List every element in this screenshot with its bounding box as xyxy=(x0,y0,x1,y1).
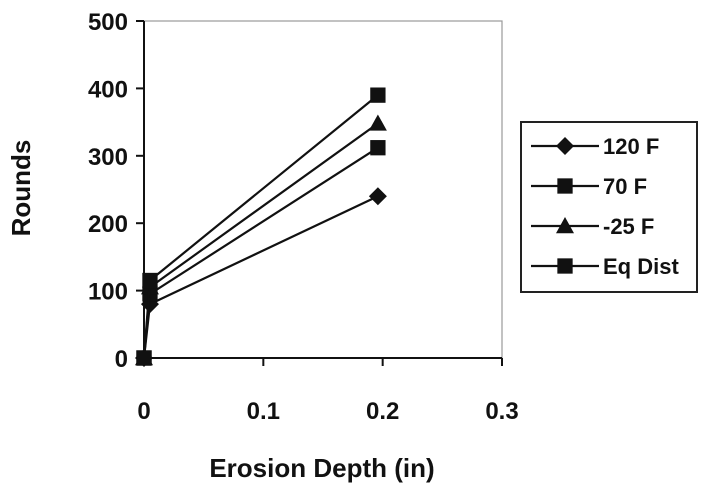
x-axis-label: Erosion Depth (in) xyxy=(209,453,434,483)
y-tick-label: 500 xyxy=(88,9,128,36)
series-line xyxy=(142,122,379,359)
y-tick-label: 200 xyxy=(88,211,128,238)
series-line xyxy=(142,195,379,359)
plot-area-border xyxy=(143,20,503,359)
data-point xyxy=(136,350,152,366)
data-point xyxy=(370,87,386,103)
y-tick-label: 400 xyxy=(88,76,128,103)
legend-item-3: -25 F xyxy=(531,214,654,239)
data-point xyxy=(142,272,158,289)
legend-item-2: 70 F xyxy=(531,174,647,199)
legend-box xyxy=(520,121,698,293)
legend-label: -25 F xyxy=(603,214,654,239)
y-tick-label: 0 xyxy=(115,346,128,373)
series-3 xyxy=(135,114,387,366)
legend-item-4: Eq Dist xyxy=(531,254,679,279)
legend-label: Eq Dist xyxy=(603,254,679,279)
axes: 0 100 200 300 400 500 0 0.1 0.2 0.3 xyxy=(88,9,519,425)
series-1 xyxy=(135,187,387,367)
series-line xyxy=(142,94,379,359)
legend-label: 70 F xyxy=(603,174,647,199)
y-tick-label: 300 xyxy=(88,144,128,171)
legend-item-1: 120 F xyxy=(531,134,659,159)
legend-marker xyxy=(557,258,573,274)
x-tick-label: 0.2 xyxy=(366,398,399,425)
legend: 120 F 70 F -25 F Eq Dist xyxy=(520,121,698,293)
y-tick-label: 100 xyxy=(88,279,128,306)
y-axis-label: Rounds xyxy=(6,140,36,237)
x-tick-label: 0 xyxy=(137,398,150,425)
x-tick-label: 0.1 xyxy=(247,398,280,425)
legend-marker xyxy=(556,137,574,155)
legend-marker xyxy=(557,178,573,194)
legend-label: 120 F xyxy=(603,134,659,159)
data-point xyxy=(370,140,386,156)
series-layer xyxy=(135,87,387,367)
data-point xyxy=(368,114,387,131)
series-2 xyxy=(136,140,386,366)
data-point xyxy=(368,187,387,206)
x-tick-label: 0.3 xyxy=(485,398,518,425)
series-line xyxy=(142,146,379,359)
legend-marker xyxy=(556,217,574,234)
plot-frame xyxy=(143,20,503,359)
series-4 xyxy=(136,87,386,366)
